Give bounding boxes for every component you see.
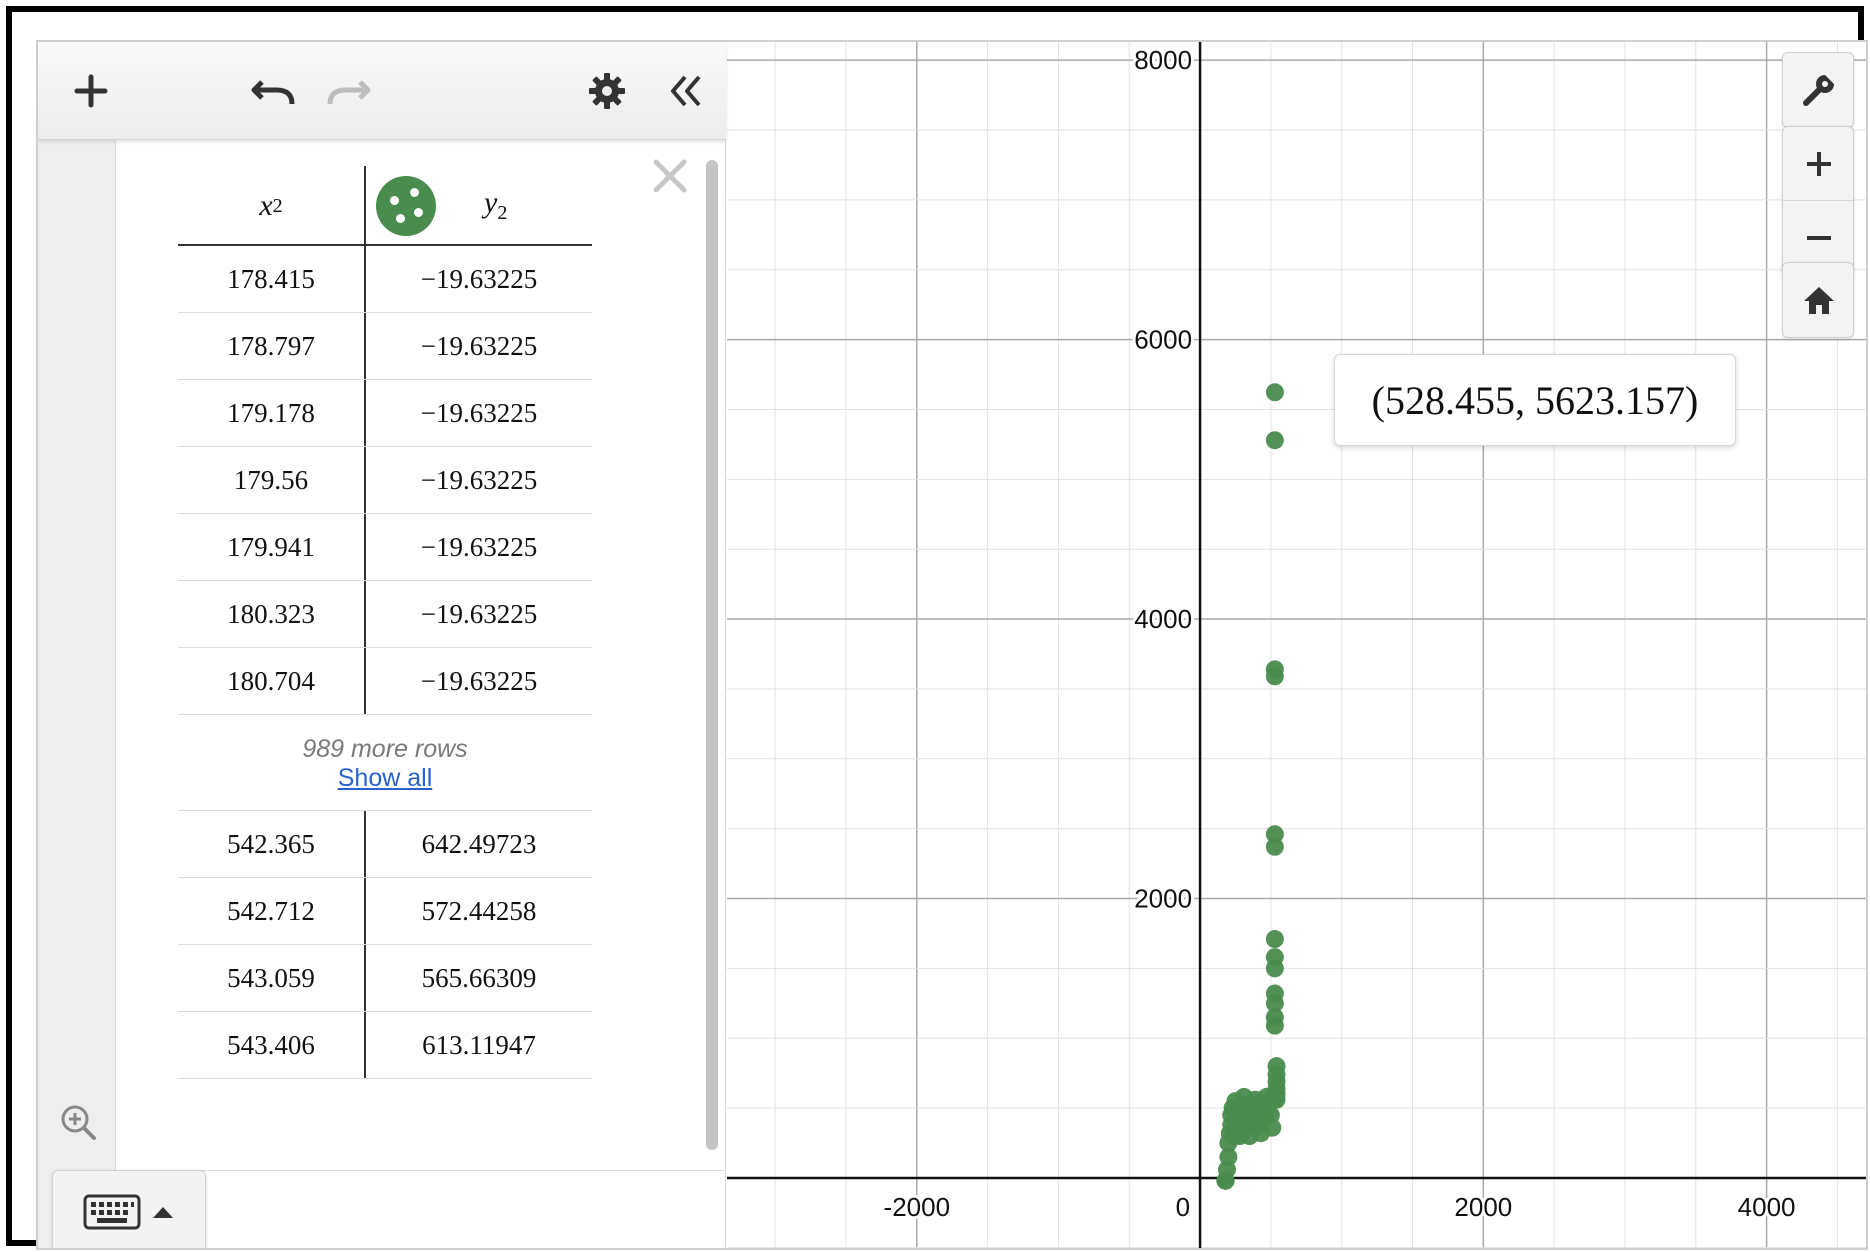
x-cell[interactable]: 542.712 — [227, 895, 315, 926]
data-point — [1263, 1118, 1282, 1137]
zoom-out-button[interactable] — [1783, 201, 1855, 275]
keyboard-icon — [83, 1194, 141, 1230]
more-rows-text: 989 more rows — [302, 735, 468, 763]
zoom-in-button[interactable] — [1783, 127, 1855, 201]
wrench-icon — [1803, 75, 1834, 106]
tick-label: 0 — [1176, 1192, 1190, 1222]
table-row: 542.712 572.44258 — [178, 878, 592, 945]
add-expression-button[interactable] — [64, 64, 118, 118]
y-cell[interactable]: 642.49723 — [364, 811, 592, 877]
redo-button[interactable] — [322, 64, 376, 118]
table-row: 179.178 −19.63225 — [178, 380, 592, 447]
undo-icon — [251, 80, 295, 105]
data-point — [1265, 930, 1284, 949]
data-point — [1265, 1016, 1284, 1035]
default-viewport-button[interactable] — [1782, 262, 1854, 338]
zoom-fit-icon[interactable] — [58, 1102, 98, 1142]
data-point — [1257, 1087, 1276, 1106]
table-row: 178.797 −19.63225 — [178, 313, 592, 380]
tick-label: 8000 — [1134, 45, 1192, 75]
x-cell[interactable]: 179.941 — [227, 531, 315, 562]
data-point — [1265, 825, 1284, 844]
table-row: 180.323 −19.63225 — [178, 581, 592, 648]
double-chevron-left-icon — [671, 75, 701, 107]
data-point — [1265, 667, 1284, 686]
table-row: 542.365 642.49723 — [178, 811, 592, 878]
data-point — [1265, 994, 1284, 1013]
redo-icon — [327, 80, 371, 105]
data-point — [1265, 837, 1284, 856]
gear-icon — [589, 73, 625, 109]
y-cell[interactable]: −19.63225 — [364, 313, 592, 379]
y-cell[interactable]: −19.63225 — [364, 514, 592, 580]
collapse-panel-button[interactable] — [658, 64, 712, 118]
table-rows-bottom: 542.365 642.49723 542.712 572.44258 543.059 5… — [178, 811, 592, 1079]
tick-label: 6000 — [1134, 325, 1192, 355]
table-row: 543.059 565.66309 — [178, 945, 592, 1012]
show-all-link[interactable]: Show all — [337, 764, 433, 792]
data-point — [1265, 431, 1284, 450]
table-row: 180.704 −19.63225 — [178, 648, 592, 715]
plus-icon — [74, 74, 108, 108]
x-cell[interactable]: 179.178 — [227, 397, 315, 428]
table-row: 179.941 −19.63225 — [178, 514, 592, 581]
x-cell[interactable]: 542.365 — [227, 828, 315, 859]
panel-scrollbar[interactable] — [706, 160, 718, 1150]
more-rows: 989 more rows Show all — [178, 715, 592, 811]
y-cell[interactable]: −19.63225 — [364, 581, 592, 647]
table-row: 179.56 −19.63225 — [178, 447, 592, 514]
close-icon[interactable] — [648, 154, 692, 198]
undo-button[interactable] — [246, 64, 300, 118]
tick-label: -2000 — [884, 1192, 951, 1222]
tick-label: 4000 — [1738, 1192, 1796, 1222]
minus-icon — [1807, 236, 1831, 240]
table-row: 178.415 −19.63225 — [178, 246, 592, 313]
keyboard-toggle-button[interactable] — [52, 1170, 206, 1248]
y-column-header[interactable]: y2 — [364, 166, 592, 246]
y-cell[interactable]: 565.66309 — [364, 945, 592, 1011]
y-cell[interactable]: −19.63225 — [364, 380, 592, 446]
expression-toolbar — [38, 42, 726, 140]
x-cell[interactable]: 180.704 — [227, 665, 315, 696]
plus-icon — [1807, 151, 1831, 176]
y-cell[interactable]: −19.63225 — [364, 648, 592, 714]
zoom-controls — [1782, 126, 1855, 276]
expression-gutter — [38, 140, 116, 1248]
y-cell[interactable]: 613.11947 — [364, 1012, 592, 1078]
x-cell[interactable]: 543.406 — [227, 1029, 315, 1060]
y-cell[interactable]: −19.63225 — [364, 447, 592, 513]
x-cell[interactable]: 543.059 — [227, 962, 315, 993]
settings-button[interactable] — [580, 64, 634, 118]
table-row: 543.406 613.11947 — [178, 1012, 592, 1079]
point-coordinate-tooltip: (528.455, 5623.157) — [1334, 354, 1736, 446]
graph-paper[interactable]: -2000 0 2000 4000 2000 4000 6000 8000 — [727, 42, 1868, 1250]
data-point — [1265, 383, 1284, 402]
y-cell[interactable]: −19.63225 — [364, 246, 592, 312]
x-cell[interactable]: 178.797 — [227, 330, 315, 361]
y-cell[interactable]: 572.44258 — [364, 878, 592, 944]
tick-label: 4000 — [1134, 604, 1192, 634]
x-cell[interactable]: 180.323 — [227, 598, 315, 629]
panel-divider — [116, 1170, 726, 1171]
home-icon — [1804, 287, 1834, 314]
graph-settings-button[interactable] — [1782, 52, 1854, 128]
table-rows-top: 178.415 −19.63225 178.797 −19.63225 179.178 −… — [178, 246, 592, 715]
caret-up-icon — [153, 1207, 173, 1218]
graph-canvas[interactable]: -2000 0 2000 4000 2000 4000 6000 8000 — [727, 42, 1868, 1250]
point-style-icon[interactable] — [376, 176, 436, 236]
data-point — [1219, 1147, 1238, 1166]
x-cell[interactable]: 179.56 — [233, 464, 309, 495]
tick-label: 2000 — [1454, 1192, 1512, 1222]
data-point — [1265, 959, 1284, 978]
tick-label: 2000 — [1134, 884, 1192, 914]
x-cell[interactable]: 178.415 — [227, 263, 315, 294]
